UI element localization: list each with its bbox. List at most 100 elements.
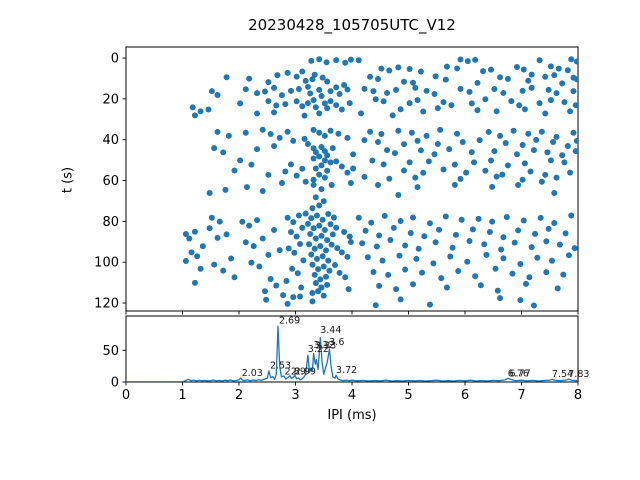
data-point bbox=[547, 63, 554, 70]
data-point bbox=[242, 129, 249, 136]
data-point bbox=[246, 222, 253, 229]
data-point bbox=[468, 100, 475, 107]
data-point bbox=[530, 302, 537, 309]
data-point bbox=[265, 98, 272, 105]
data-point bbox=[246, 75, 253, 82]
data-point bbox=[324, 105, 331, 112]
data-point bbox=[323, 273, 330, 280]
data-point bbox=[318, 162, 325, 169]
data-point bbox=[532, 230, 539, 237]
data-point bbox=[220, 267, 227, 274]
x-axis-ticks: 0 1 2 3 4 5 6 7 8 bbox=[122, 382, 582, 403]
density-line bbox=[126, 325, 578, 382]
data-point bbox=[466, 88, 473, 95]
data-point bbox=[355, 214, 362, 221]
data-point bbox=[410, 281, 417, 288]
data-point bbox=[284, 69, 291, 76]
data-point bbox=[568, 56, 575, 63]
data-point bbox=[561, 99, 568, 106]
data-point bbox=[417, 147, 424, 154]
data-point bbox=[573, 58, 578, 65]
data-point bbox=[556, 241, 563, 248]
data-point bbox=[293, 172, 300, 179]
data-point bbox=[520, 217, 527, 224]
data-point bbox=[468, 149, 475, 156]
data-point bbox=[407, 230, 414, 237]
data-point bbox=[436, 226, 443, 233]
data-point bbox=[347, 238, 354, 245]
data-point bbox=[412, 84, 419, 91]
data-point bbox=[344, 169, 351, 176]
data-point bbox=[497, 132, 504, 139]
data-point bbox=[310, 126, 317, 133]
data-point bbox=[545, 225, 552, 232]
data-point bbox=[194, 253, 201, 260]
data-point bbox=[451, 181, 458, 188]
data-point bbox=[542, 110, 549, 117]
data-point bbox=[553, 133, 560, 140]
data-point bbox=[391, 150, 398, 157]
data-point bbox=[342, 274, 349, 281]
data-point bbox=[300, 257, 307, 264]
data-point bbox=[476, 137, 483, 144]
data-point bbox=[273, 102, 280, 109]
data-point bbox=[265, 79, 272, 86]
data-point bbox=[520, 66, 527, 73]
data-point bbox=[228, 255, 235, 262]
data-point bbox=[315, 266, 322, 273]
data-point bbox=[396, 252, 403, 259]
data-point bbox=[420, 169, 427, 176]
data-point bbox=[291, 249, 298, 256]
data-point bbox=[328, 241, 335, 248]
data-point bbox=[267, 130, 274, 137]
data-point bbox=[248, 259, 255, 266]
data-point bbox=[318, 232, 325, 239]
data-point bbox=[451, 161, 458, 168]
scatter-points bbox=[182, 56, 578, 309]
data-point bbox=[242, 239, 249, 246]
data-point bbox=[362, 227, 369, 234]
y-tick-label: 50 bbox=[102, 344, 119, 359]
data-point bbox=[464, 258, 471, 265]
data-point bbox=[387, 236, 394, 243]
data-point bbox=[265, 251, 272, 258]
data-point bbox=[551, 72, 558, 79]
data-point bbox=[551, 220, 558, 226]
data-point bbox=[191, 279, 198, 286]
data-point bbox=[243, 184, 250, 191]
data-point bbox=[519, 142, 526, 149]
data-point bbox=[443, 284, 450, 291]
data-point bbox=[254, 90, 261, 97]
data-point bbox=[332, 262, 339, 269]
data-point bbox=[324, 237, 331, 244]
data-point bbox=[516, 102, 523, 109]
data-point bbox=[449, 244, 456, 251]
data-point bbox=[267, 275, 274, 282]
data-point bbox=[239, 218, 246, 225]
data-point bbox=[350, 165, 357, 172]
data-point bbox=[316, 86, 323, 93]
data-point bbox=[327, 221, 334, 228]
data-point bbox=[530, 147, 537, 154]
data-point bbox=[393, 86, 400, 93]
x-tick-label: 4 bbox=[348, 388, 356, 403]
data-point bbox=[308, 251, 315, 258]
data-point bbox=[280, 292, 287, 299]
data-point bbox=[335, 130, 342, 137]
data-point bbox=[237, 100, 244, 107]
data-point bbox=[327, 159, 334, 166]
data-point bbox=[307, 231, 314, 238]
data-point bbox=[421, 233, 428, 240]
data-point bbox=[376, 282, 383, 289]
data-point bbox=[341, 228, 348, 235]
data-point bbox=[463, 169, 470, 176]
y-tick-label: 80 bbox=[102, 215, 119, 230]
data-point bbox=[517, 261, 524, 268]
data-point bbox=[211, 261, 218, 268]
data-point bbox=[493, 108, 500, 115]
data-point bbox=[329, 231, 336, 238]
data-point bbox=[573, 137, 578, 144]
data-point bbox=[283, 277, 290, 284]
data-point bbox=[410, 79, 417, 86]
